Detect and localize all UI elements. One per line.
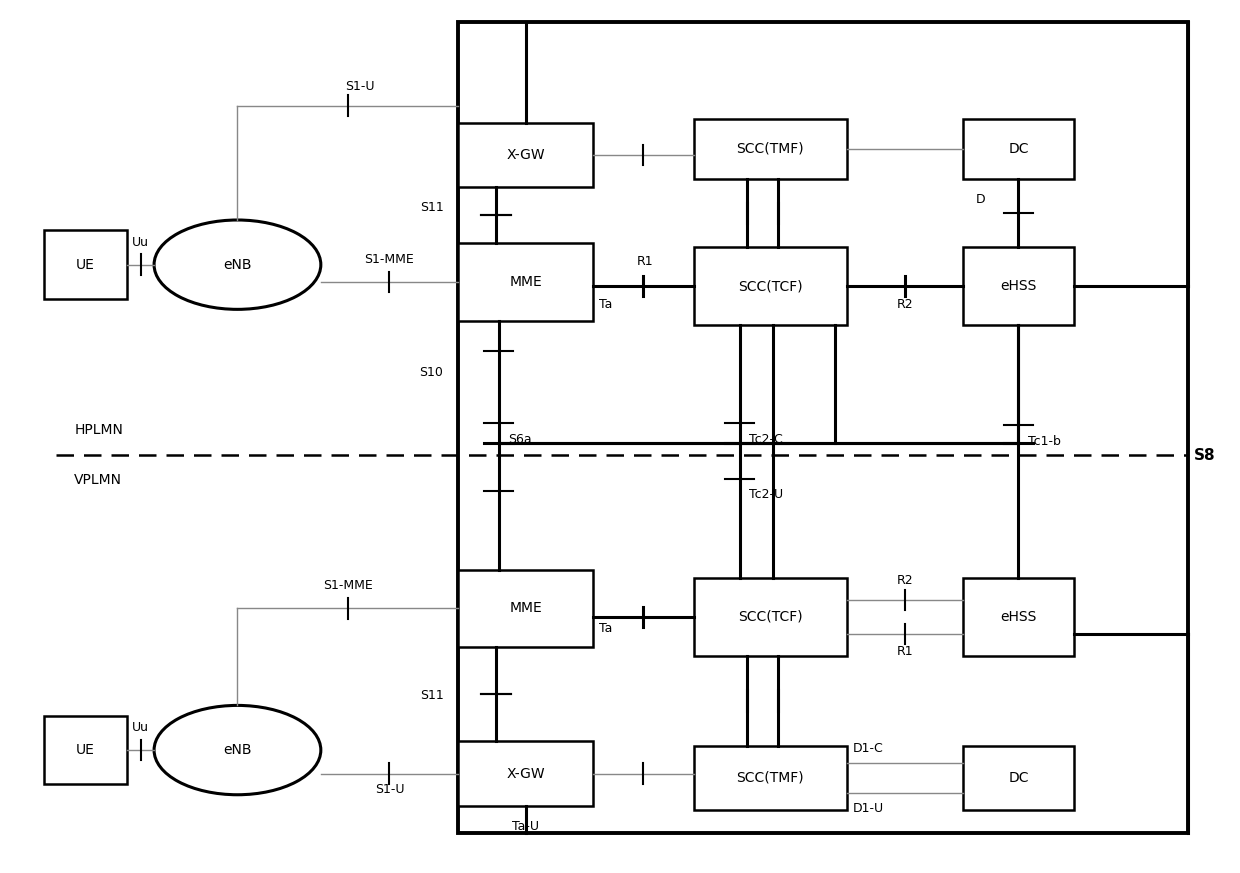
Text: S11: S11 [420, 201, 444, 214]
Text: eHSS: eHSS [1001, 610, 1037, 624]
Text: Uu: Uu [133, 236, 149, 249]
Text: Tc2-U: Tc2-U [749, 488, 784, 501]
Text: R2: R2 [897, 574, 914, 588]
FancyBboxPatch shape [43, 230, 128, 299]
Text: X-GW: X-GW [506, 148, 544, 162]
FancyBboxPatch shape [963, 119, 1074, 179]
Text: S10: S10 [419, 367, 443, 380]
Text: SCC(TCF): SCC(TCF) [738, 279, 802, 293]
Text: S1-MME: S1-MME [365, 253, 414, 266]
FancyBboxPatch shape [458, 244, 593, 320]
Text: DC: DC [1008, 771, 1029, 785]
Text: S11: S11 [420, 689, 444, 702]
Text: S1-U: S1-U [374, 782, 404, 795]
Text: Ta: Ta [599, 622, 613, 636]
Text: D1-C: D1-C [853, 742, 884, 755]
Text: SCC(TCF): SCC(TCF) [738, 610, 802, 624]
FancyBboxPatch shape [693, 248, 847, 325]
FancyBboxPatch shape [693, 746, 847, 810]
Text: SCC(TMF): SCC(TMF) [737, 141, 804, 155]
Ellipse shape [154, 220, 321, 309]
Text: MME: MME [510, 275, 542, 289]
Text: R2: R2 [897, 298, 914, 311]
Text: Uu: Uu [133, 721, 149, 734]
Text: MME: MME [510, 601, 542, 615]
Text: S6a: S6a [508, 432, 532, 445]
FancyBboxPatch shape [458, 741, 593, 806]
Ellipse shape [154, 705, 321, 794]
Text: UE: UE [76, 743, 94, 757]
Text: D: D [976, 193, 986, 206]
Text: Tc1-b: Tc1-b [1028, 435, 1061, 448]
Text: R1: R1 [897, 645, 914, 658]
Text: X-GW: X-GW [506, 766, 544, 780]
Text: HPLMN: HPLMN [74, 423, 123, 436]
FancyBboxPatch shape [458, 570, 593, 647]
Text: eNB: eNB [223, 743, 252, 757]
Text: D1-U: D1-U [853, 802, 884, 815]
FancyBboxPatch shape [963, 248, 1074, 325]
Text: S1-U: S1-U [345, 80, 374, 93]
FancyBboxPatch shape [963, 746, 1074, 810]
Text: VPLMN: VPLMN [74, 473, 123, 487]
FancyBboxPatch shape [693, 119, 847, 179]
Text: eHSS: eHSS [1001, 279, 1037, 293]
Text: Tc2-C: Tc2-C [749, 432, 784, 445]
Text: R1: R1 [637, 255, 653, 268]
Text: S8: S8 [1194, 448, 1215, 463]
Text: S1-MME: S1-MME [322, 580, 373, 593]
FancyBboxPatch shape [43, 716, 128, 785]
Text: DC: DC [1008, 141, 1029, 155]
FancyBboxPatch shape [458, 123, 593, 188]
FancyBboxPatch shape [963, 578, 1074, 656]
FancyBboxPatch shape [693, 578, 847, 656]
Text: UE: UE [76, 258, 94, 272]
Text: Ta-U: Ta-U [512, 820, 539, 833]
Text: eNB: eNB [223, 258, 252, 272]
Text: SCC(TMF): SCC(TMF) [737, 771, 804, 785]
Text: Ta: Ta [599, 298, 613, 311]
FancyBboxPatch shape [458, 22, 1188, 834]
